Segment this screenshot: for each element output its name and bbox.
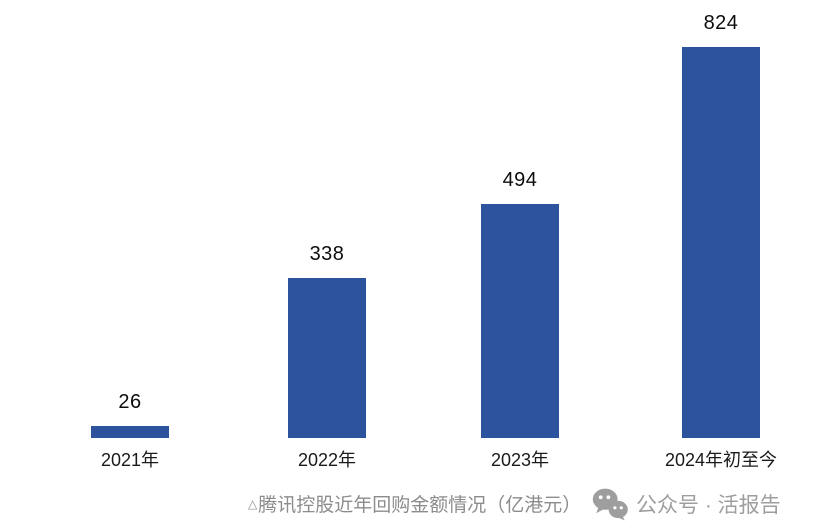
bar-group: 824 [682,12,760,438]
bar-group: 494 [481,169,559,438]
category-label: 2021年 [100,450,160,470]
bar [481,204,559,438]
bar [682,47,760,438]
bar-value-label: 824 [703,12,739,34]
watermark: 公众号 · 活报告 [592,487,781,521]
bar [288,278,366,438]
bottom-row: △腾讯控股近年回购金额情况（亿港元） [0,487,815,521]
category-label: 2023年 [490,450,550,470]
wechat-icon [592,488,628,521]
bar [91,426,169,438]
bar-group: 338 [288,243,366,438]
bar-value-label: 26 [118,391,142,413]
bar-group: 26 [91,391,169,438]
bar-value-label: 338 [309,243,345,265]
chart-caption: △腾讯控股近年回购金额情况（亿港元） [248,487,581,521]
category-label: 2022年 [297,450,357,470]
chart-caption-text: 腾讯控股近年回购金额情况（亿港元） [258,495,582,516]
watermark-text: 公众号 · 活报告 [636,494,781,517]
triangle-marker-icon: △ [248,497,258,511]
bar-value-label: 494 [502,169,538,191]
category-label: 2024年初至今 [664,450,778,470]
